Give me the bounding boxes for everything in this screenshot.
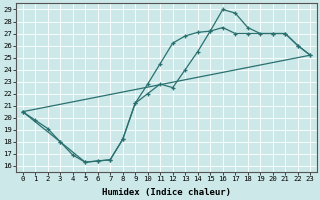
X-axis label: Humidex (Indice chaleur): Humidex (Indice chaleur) bbox=[102, 188, 231, 197]
